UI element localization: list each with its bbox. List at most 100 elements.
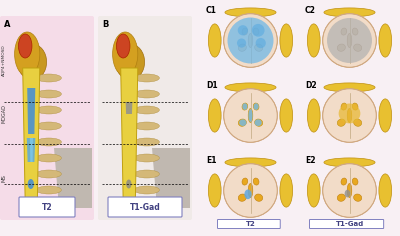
Ellipse shape: [352, 178, 358, 185]
Text: C2: C2: [305, 6, 316, 15]
Text: T1-Gad: T1-Gad: [130, 202, 160, 211]
Ellipse shape: [280, 24, 293, 57]
Text: AQP4+NMOSD: AQP4+NMOSD: [2, 44, 6, 76]
Ellipse shape: [238, 119, 246, 126]
Ellipse shape: [341, 178, 347, 185]
Text: T2: T2: [246, 220, 255, 227]
Ellipse shape: [239, 119, 246, 126]
Circle shape: [224, 14, 277, 67]
Circle shape: [256, 38, 266, 48]
Ellipse shape: [347, 34, 352, 47]
Ellipse shape: [18, 34, 32, 58]
Ellipse shape: [307, 24, 320, 57]
Ellipse shape: [242, 103, 248, 110]
Polygon shape: [126, 102, 132, 114]
Ellipse shape: [255, 119, 263, 126]
Polygon shape: [23, 68, 40, 214]
Ellipse shape: [280, 99, 293, 132]
Ellipse shape: [134, 186, 159, 194]
FancyBboxPatch shape: [310, 219, 384, 228]
Circle shape: [327, 18, 372, 63]
Ellipse shape: [238, 194, 246, 201]
Polygon shape: [54, 148, 92, 208]
Ellipse shape: [324, 8, 375, 17]
Ellipse shape: [208, 174, 221, 207]
Ellipse shape: [248, 34, 253, 47]
Ellipse shape: [134, 90, 159, 98]
Ellipse shape: [339, 104, 360, 123]
Circle shape: [323, 164, 376, 217]
Ellipse shape: [248, 109, 253, 122]
Ellipse shape: [36, 138, 62, 146]
Ellipse shape: [134, 106, 159, 114]
Ellipse shape: [379, 24, 392, 57]
Ellipse shape: [28, 179, 34, 189]
Ellipse shape: [352, 28, 358, 35]
Ellipse shape: [116, 34, 130, 58]
Text: D2: D2: [305, 81, 317, 90]
Ellipse shape: [347, 109, 352, 122]
Ellipse shape: [134, 74, 159, 82]
Ellipse shape: [126, 180, 132, 189]
Polygon shape: [27, 138, 35, 162]
Circle shape: [252, 24, 264, 37]
Ellipse shape: [324, 158, 375, 167]
Circle shape: [238, 25, 248, 35]
Ellipse shape: [254, 103, 259, 110]
Polygon shape: [121, 68, 138, 214]
Ellipse shape: [225, 83, 276, 92]
Ellipse shape: [255, 194, 263, 201]
Ellipse shape: [208, 99, 221, 132]
Ellipse shape: [337, 119, 345, 126]
Ellipse shape: [36, 186, 62, 194]
Polygon shape: [30, 138, 33, 162]
Ellipse shape: [36, 122, 62, 130]
Circle shape: [323, 14, 376, 67]
Ellipse shape: [255, 44, 263, 51]
Ellipse shape: [244, 190, 252, 199]
Text: T1-Gad: T1-Gad: [335, 220, 364, 227]
Ellipse shape: [134, 154, 159, 162]
Text: T2: T2: [42, 202, 52, 211]
Text: D1: D1: [206, 81, 218, 90]
Ellipse shape: [225, 158, 276, 167]
FancyBboxPatch shape: [98, 16, 192, 220]
Polygon shape: [27, 88, 35, 134]
Ellipse shape: [36, 90, 62, 98]
Ellipse shape: [36, 74, 62, 82]
Ellipse shape: [242, 103, 248, 110]
Text: B: B: [102, 20, 108, 29]
Ellipse shape: [225, 8, 276, 17]
Ellipse shape: [352, 103, 358, 110]
Ellipse shape: [242, 28, 248, 35]
Ellipse shape: [134, 138, 159, 146]
Ellipse shape: [324, 83, 375, 92]
Circle shape: [224, 89, 277, 142]
Ellipse shape: [208, 24, 221, 57]
FancyBboxPatch shape: [0, 16, 94, 220]
Ellipse shape: [113, 32, 138, 76]
Ellipse shape: [253, 103, 259, 110]
Ellipse shape: [341, 103, 347, 110]
Text: MOGAD: MOGAD: [2, 105, 6, 123]
Circle shape: [228, 17, 274, 63]
FancyBboxPatch shape: [19, 197, 75, 217]
Ellipse shape: [354, 194, 362, 201]
Ellipse shape: [337, 194, 345, 201]
Ellipse shape: [254, 119, 262, 126]
Ellipse shape: [134, 122, 159, 130]
Ellipse shape: [379, 99, 392, 132]
Text: E1: E1: [206, 156, 216, 165]
Ellipse shape: [238, 44, 246, 51]
FancyBboxPatch shape: [108, 197, 182, 217]
Circle shape: [224, 164, 277, 217]
Ellipse shape: [337, 44, 345, 51]
Ellipse shape: [280, 174, 293, 207]
Ellipse shape: [116, 44, 145, 80]
Ellipse shape: [379, 174, 392, 207]
Ellipse shape: [253, 178, 259, 185]
Ellipse shape: [307, 99, 320, 132]
Ellipse shape: [354, 44, 362, 51]
Ellipse shape: [15, 32, 40, 76]
Ellipse shape: [354, 119, 362, 126]
